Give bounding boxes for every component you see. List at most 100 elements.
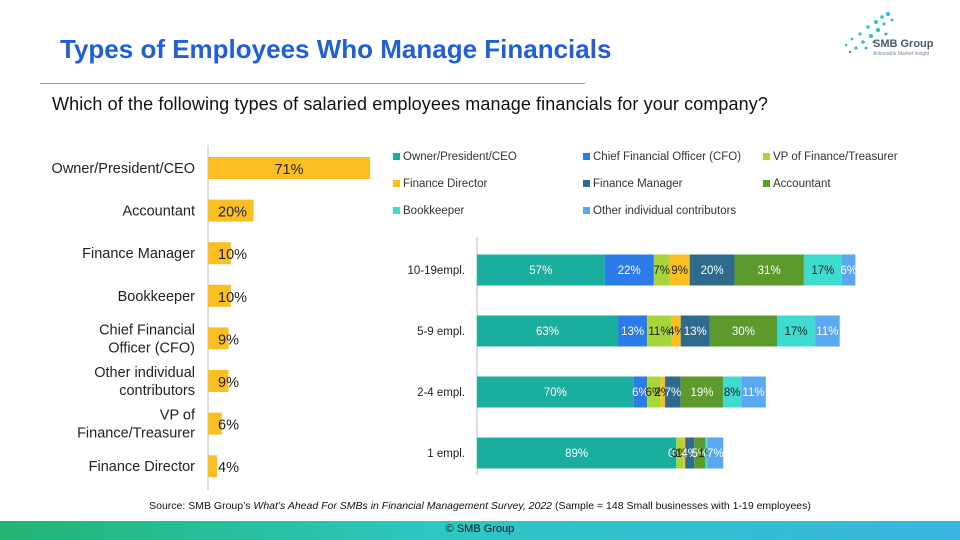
survey-question: Which of the following types of salaried… [52,94,768,114]
segment-label: 20% [701,265,724,277]
legend-swatch [583,180,590,187]
stacked-segment [841,254,856,286]
stacked-segment [477,254,605,286]
stacked-segment [709,315,778,347]
category-label: Finance Manager [82,246,195,262]
legend-label: VP of Finance/Treasurer [773,151,898,163]
segment-label: 30% [732,326,755,338]
stacked-segment [723,376,742,408]
legend-swatch [393,153,400,160]
stacked-segment [618,315,648,347]
stacked-segment [694,437,706,469]
bar [208,242,231,265]
bar [208,455,218,478]
segment-label: 6% [632,387,649,399]
segment-label: 4% [668,326,685,338]
segment-label: 19% [690,387,713,399]
category-label: Bookkeeper [118,289,196,305]
logo-text: SMB Group [873,38,934,50]
segment-label: 7% [653,265,670,277]
category-label: Officer (CFO) [108,340,195,356]
smb-group-logo-dots [844,11,894,54]
stacked-segment [477,376,634,408]
category-label: 10-19empl. [407,265,465,277]
source-note: Source: SMB Group’s What’s Ahead For SMB… [0,500,960,512]
stacked-segment [680,315,710,347]
data-label: 6% [218,418,239,434]
legend-label: Chief Financial Officer (CFO) [593,151,741,163]
category-label: Finance Director [89,459,196,475]
category-label: Chief Financial [99,322,195,338]
title-divider [40,83,585,84]
logo-tagline: Actionable Market Insight [873,51,930,57]
category-label: Owner/President/CEO [52,161,195,177]
segment-label: 7% [707,448,724,460]
stacked-segment [777,315,816,347]
footer-bar: © SMB Group [0,521,960,540]
legend-swatch [763,153,770,160]
legend-label: Other individual contributors [593,205,736,217]
stacked-segment [689,254,735,286]
stacked-segment [734,254,804,286]
data-label: 10% [218,290,247,306]
stacked-segment [669,254,690,286]
legend-label: Finance Manager [593,178,683,190]
legend-label: Owner/President/CEO [403,151,517,163]
stacked-bar-chart: Owner/President/CEO Chief Financial Offic… [393,151,898,475]
stacked-segment [653,254,670,286]
stacked-segment [680,376,724,408]
segment-label: 13% [684,326,707,338]
segment-label: 6% [840,265,857,277]
segment-label: 11% [648,326,670,338]
segment-label: 9% [671,265,688,277]
bar [208,284,231,307]
stacked-segment [633,376,648,408]
segment-label: 22% [618,265,641,277]
stacked-segment [682,437,686,469]
segment-label: 70% [544,387,567,399]
stacked-segment [477,315,619,347]
stacked-segment [647,376,661,408]
stacked-segment [741,376,766,408]
data-label: 10% [218,247,247,263]
legend-label: Finance Director [403,178,488,190]
bar [208,199,254,222]
stacked-segment [604,254,654,286]
legend-swatch [393,207,400,214]
overall-bar-chart: Owner/President/CEO 71% Accountant 20% Finan… [52,145,370,490]
segment-label: 63% [536,326,559,338]
stacked-segment [707,437,724,469]
stacked-segment [665,376,681,408]
segment-label: 8% [724,387,741,399]
stacked-segment [705,437,708,469]
category-label: Accountant [122,204,195,220]
segment-label: 31% [758,265,781,277]
stacked-segment [660,376,666,408]
segment-label: 7% [665,387,682,399]
stacked-segment [685,437,695,469]
segment-label: 4% [681,448,698,460]
stacked-segment [803,254,842,286]
data-label: 4% [218,460,239,476]
legend-swatch [763,180,770,187]
segment-label: 11% [816,326,838,338]
legend-swatch [393,180,400,187]
category-label: 5-9 empl. [417,326,465,338]
segment-label: 6% [646,387,663,399]
stacked-segment [647,315,672,347]
bar [208,327,229,350]
stacked-segment [676,437,683,469]
segment-label: 13% [621,326,644,338]
stacked-segment [815,315,840,347]
data-label: 9% [218,332,239,348]
category-label: contributors [119,383,195,399]
legend-label: Accountant [773,178,831,190]
stacked-segment [477,437,677,469]
segment-label: 17% [811,265,834,277]
category-label: Other individual [94,365,195,381]
category-label: 1 empl. [427,448,465,460]
page-title: Types of Employees Who Manage Financials [60,34,612,64]
category-label: 2-4 empl. [417,387,465,399]
source-sample: (Sample = 148 Small businesses with 1-19… [554,500,811,512]
data-label: 20% [218,205,247,221]
